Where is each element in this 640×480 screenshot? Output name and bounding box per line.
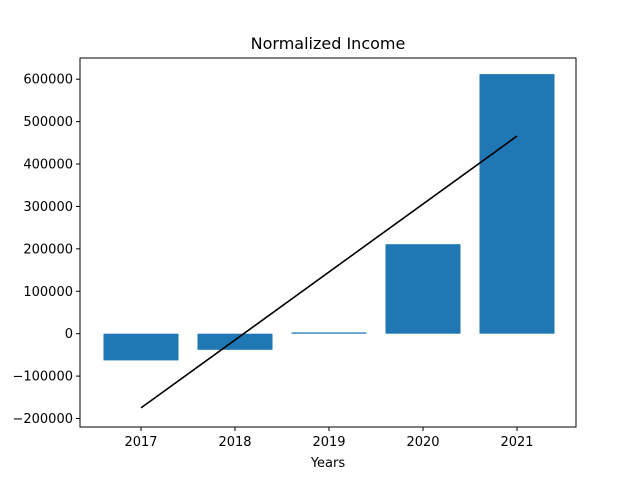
y-tick-label: 0 [65, 327, 73, 342]
trend-line [140, 135, 518, 409]
plot-frame [79, 57, 577, 428]
y-axis: −200000 −100000 0 100000 200000 300000 400000 5… [12, 73, 80, 427]
chart-title: Normalized Income [251, 34, 406, 53]
x-axis-label: Years [310, 456, 346, 471]
y-tick-label: −200000 [12, 412, 73, 427]
y-tick-label: −100000 [12, 370, 73, 385]
bar-2020 [385, 244, 461, 334]
y-tick-label: 300000 [23, 200, 73, 215]
x-axis: 2017 2018 2019 2020 2021 [124, 427, 534, 450]
y-tick-label: 100000 [23, 285, 73, 300]
x-tick-label: 2020 [406, 435, 439, 450]
y-tick-label: 200000 [23, 242, 73, 257]
y-tick-label: 400000 [23, 158, 73, 173]
x-tick-label: 2019 [312, 435, 345, 450]
bars-group [103, 74, 555, 361]
bar-2017 [103, 333, 179, 361]
bar-2018 [197, 333, 273, 350]
y-tick-label: 600000 [23, 73, 73, 88]
x-tick-label: 2018 [218, 435, 251, 450]
bar-2021 [479, 74, 555, 334]
bar-2019 [291, 332, 367, 334]
trend-line-group [140, 135, 518, 409]
x-tick-label: 2017 [124, 435, 157, 450]
x-tick-label: 2021 [500, 435, 533, 450]
y-tick-label: 500000 [23, 115, 73, 130]
